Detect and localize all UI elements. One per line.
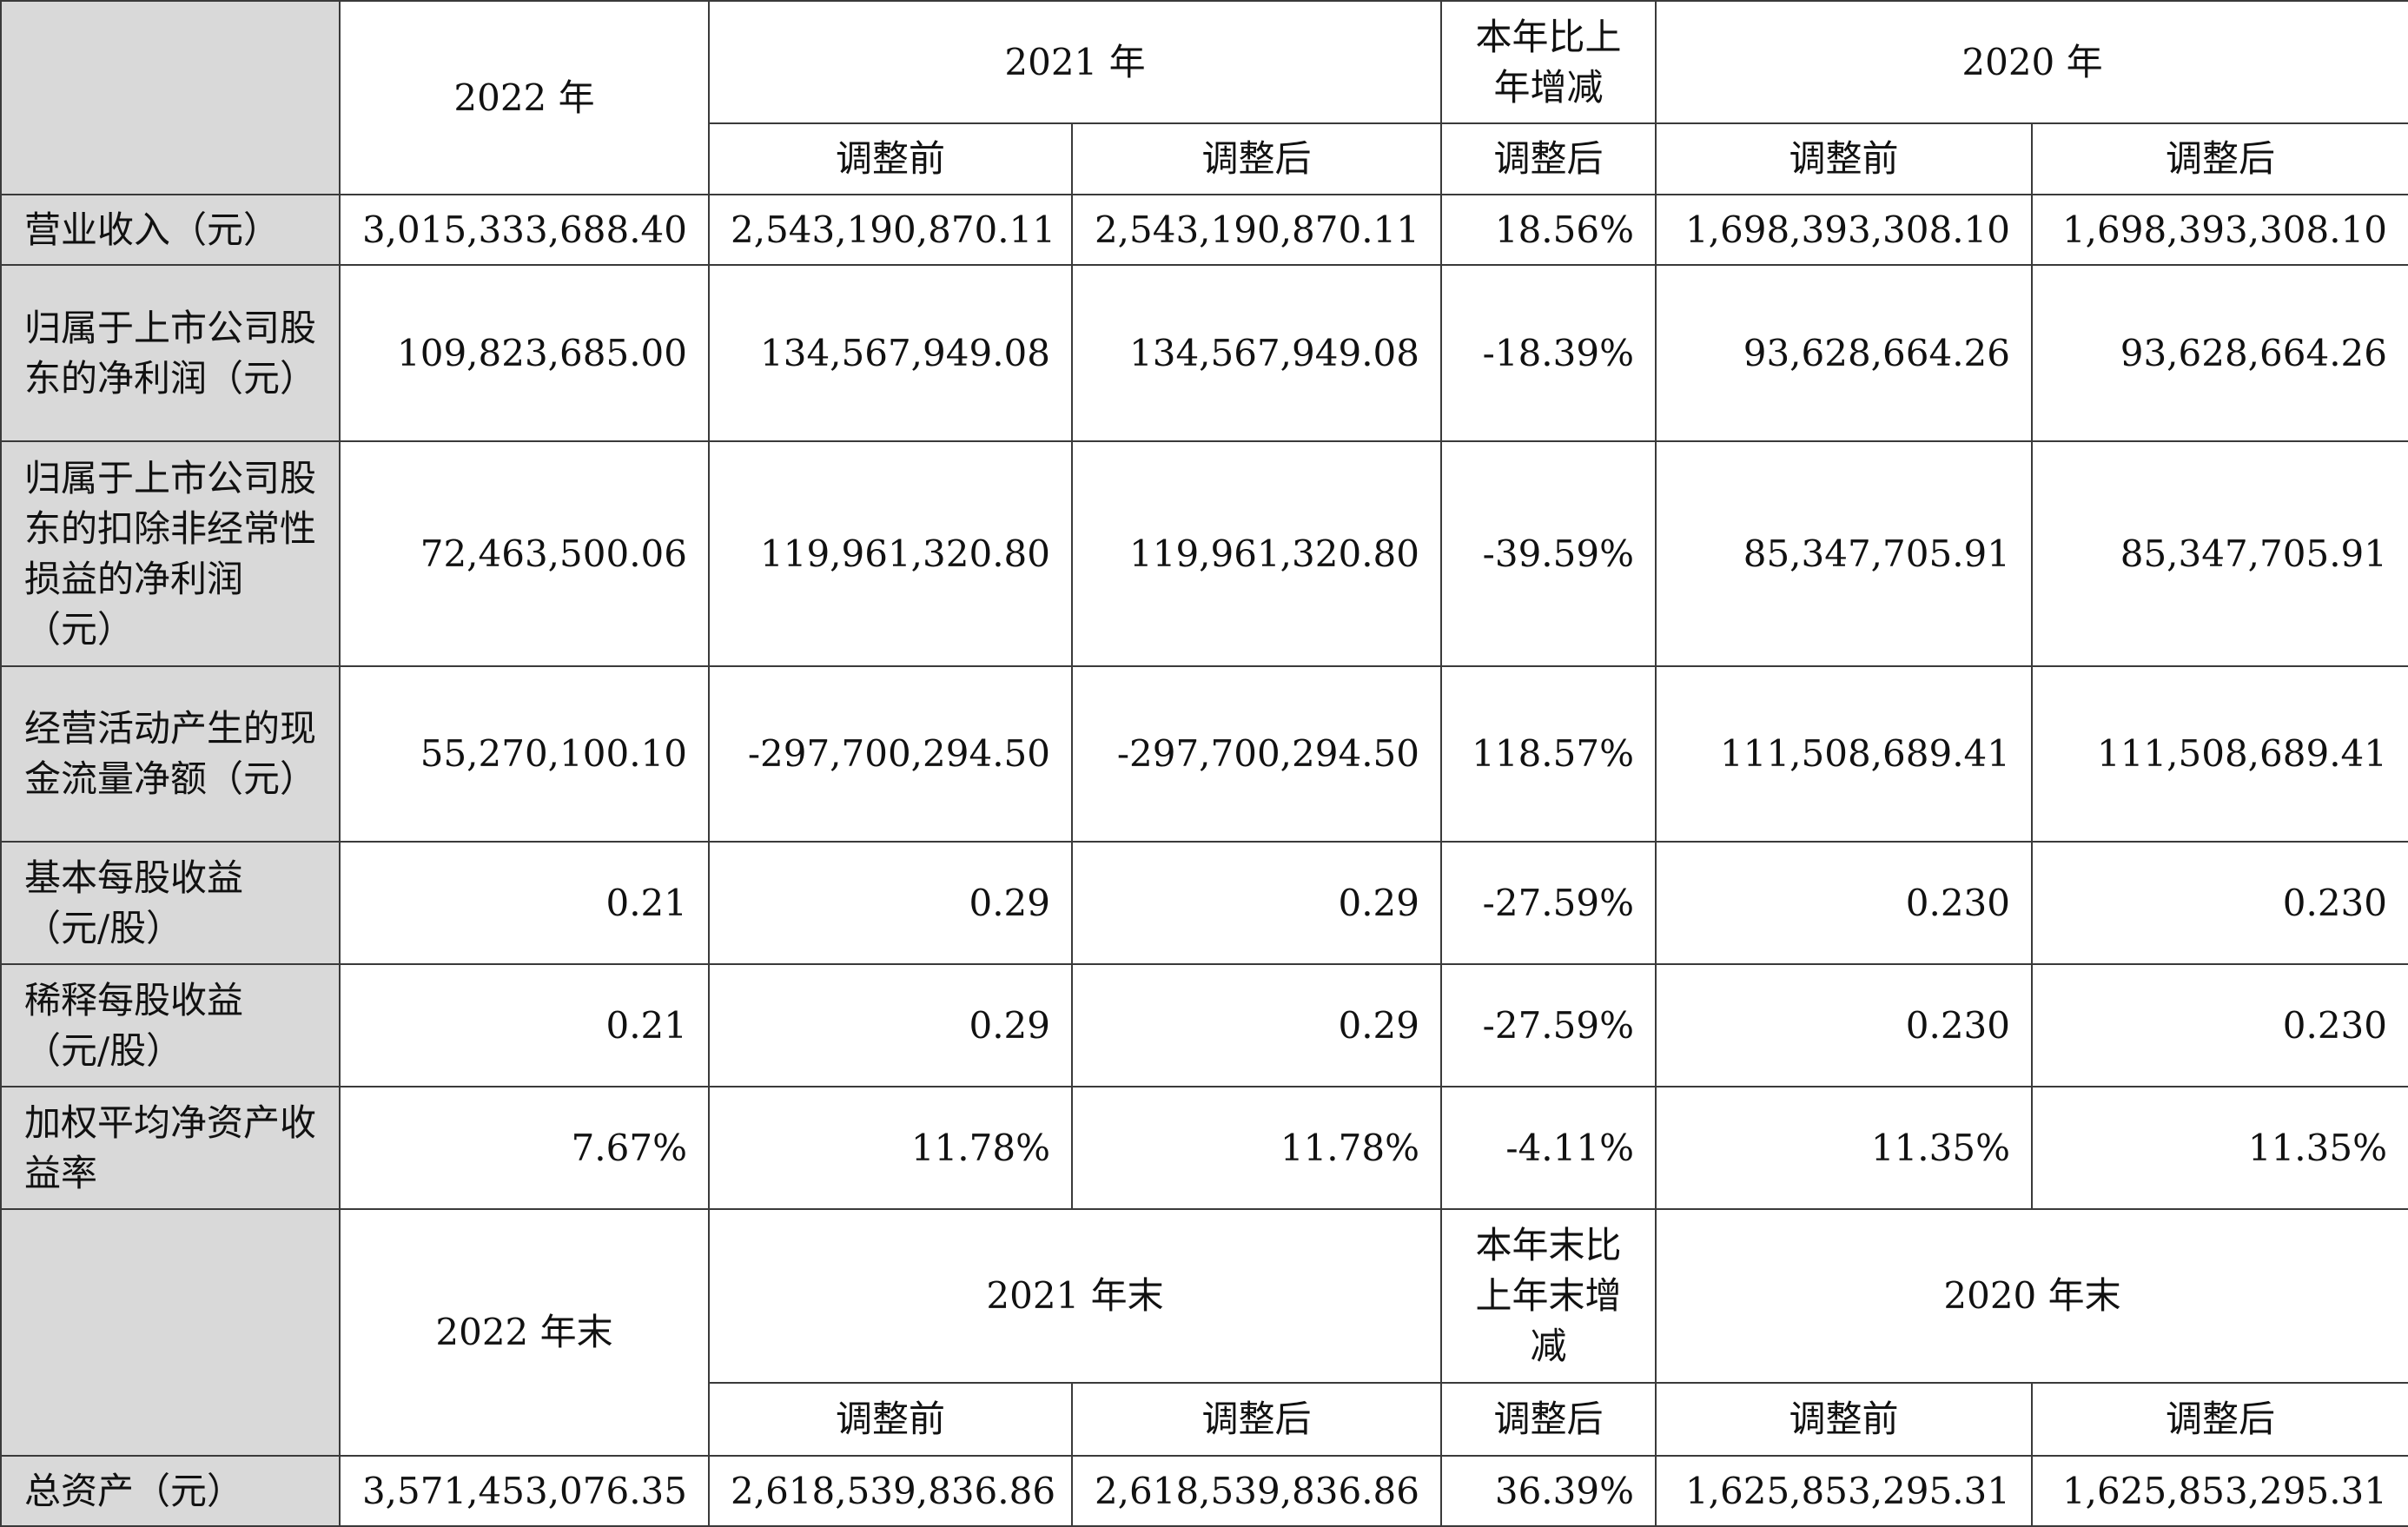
cell-2020-before: 85,347,705.91 <box>1655 440 2033 667</box>
header-2021-before: 调整前 <box>708 1382 1073 1457</box>
cell-2021-after: 2,543,190,870.11 <box>1071 194 1442 266</box>
header-2020-before: 调整前 <box>1655 1382 2033 1457</box>
cell-2022: 109,823,685.00 <box>339 264 710 442</box>
cell-2020-before: 1,625,853,295.31 <box>1655 1455 2033 1527</box>
row-label: 经营活动产生的现金流量净额（元） <box>0 665 341 843</box>
table-row-diluted-eps: 稀释每股收益（元/股） 0.21 0.29 0.29 -27.59% 0.230… <box>0 963 2408 1087</box>
cell-change: 36.39% <box>1440 1455 1657 1527</box>
header-2021-after: 调整后 <box>1071 1382 1442 1457</box>
cell-2021-before: -297,700,294.50 <box>708 665 1073 843</box>
cell-2021-before: 0.29 <box>708 841 1073 965</box>
cell-2021-after: 0.29 <box>1071 963 1442 1087</box>
table-row-net-profit: 归属于上市公司股东的净利润（元） 109,823,685.00 134,567,… <box>0 264 2408 442</box>
header-2020-after: 调整后 <box>2031 122 2408 195</box>
cell-2021-after: 119,961,320.80 <box>1071 440 1442 667</box>
cell-2020-before: 93,628,664.26 <box>1655 264 2033 442</box>
cell-2020-before: 1,698,393,308.10 <box>1655 194 2033 266</box>
cell-change: 18.56% <box>1440 194 1657 266</box>
cell-2021-after: 2,618,539,836.86 <box>1071 1455 1442 1527</box>
header-year-2022: 2022 年 <box>339 0 710 195</box>
header-2020-before: 调整前 <box>1655 122 2033 195</box>
cell-change: 118.57% <box>1440 665 1657 843</box>
cell-2020-after: 0.230 <box>2031 963 2408 1087</box>
cell-2020-after: 111,508,689.41 <box>2031 665 2408 843</box>
header-yearend-2021: 2021 年末 <box>708 1208 1442 1384</box>
header-change: 本年比上年增减 <box>1440 0 1657 124</box>
header-row-2: 调整前 调整后 调整后 调整前 调整后 <box>1 122 2408 195</box>
header-2020-after: 调整后 <box>2031 1382 2408 1457</box>
cell-2021-before: 2,618,539,836.86 <box>708 1455 1073 1527</box>
row-label: 稀释每股收益（元/股） <box>0 963 341 1087</box>
row-label: 归属于上市公司股东的扣除非经常性损益的净利润（元） <box>0 440 341 667</box>
cell-2021-after: 11.78% <box>1071 1086 1442 1210</box>
cell-change: -18.39% <box>1440 264 1657 442</box>
row-label: 总资产（元） <box>0 1455 341 1527</box>
row-label: 归属于上市公司股东的净利润（元） <box>0 264 341 442</box>
cell-change: -4.11% <box>1440 1086 1657 1210</box>
header-row-1: 2022 年 2021 年 本年比上年增减 2020 年 <box>0 0 2408 195</box>
table-row-net-profit-excl: 归属于上市公司股东的扣除非经常性损益的净利润（元） 72,463,500.06 … <box>0 440 2408 667</box>
cell-2022: 3,571,453,076.35 <box>339 1455 710 1527</box>
cell-2021-after: 0.29 <box>1071 841 1442 965</box>
header-corner-cell <box>0 0 341 195</box>
row-label: 加权平均净资产收益率 <box>0 1086 341 1210</box>
cell-2021-before: 2,543,190,870.11 <box>708 194 1073 266</box>
header-yearend-2020: 2020 年末 <box>1655 1208 2408 1384</box>
row-label: 营业收入（元） <box>0 194 341 266</box>
cell-2020-after: 85,347,705.91 <box>2031 440 2408 667</box>
cell-2020-before: 0.230 <box>1655 963 2033 1087</box>
cell-2022: 72,463,500.06 <box>339 440 710 667</box>
row-label: 基本每股收益（元/股） <box>0 841 341 965</box>
cell-2020-after: 93,628,664.26 <box>2031 264 2408 442</box>
header-year-2021: 2021 年 <box>708 0 1442 124</box>
cell-2022: 0.21 <box>339 841 710 965</box>
table-row-basic-eps: 基本每股收益（元/股） 0.21 0.29 0.29 -27.59% 0.230… <box>0 841 2408 965</box>
cell-2021-before: 0.29 <box>708 963 1073 1087</box>
header-2021-before: 调整前 <box>708 122 1073 195</box>
cell-2020-after: 1,625,853,295.31 <box>2031 1455 2408 1527</box>
cell-change: -27.59% <box>1440 841 1657 965</box>
cell-2021-before: 134,567,949.08 <box>708 264 1073 442</box>
cell-2022: 7.67% <box>339 1086 710 1210</box>
cell-2022: 3,015,333,688.40 <box>339 194 710 266</box>
table-row-operating-cashflow: 经营活动产生的现金流量净额（元） 55,270,100.10 -297,700,… <box>0 665 2408 843</box>
cell-2020-after: 11.35% <box>2031 1086 2408 1210</box>
cell-2020-before: 0.230 <box>1655 841 2033 965</box>
header-row-4: 调整前 调整后 调整后 调整前 调整后 <box>1 1382 2408 1457</box>
cell-2021-after: 134,567,949.08 <box>1071 264 1442 442</box>
cell-2021-before: 11.78% <box>708 1086 1073 1210</box>
cell-2022: 55,270,100.10 <box>339 665 710 843</box>
cell-2021-after: -297,700,294.50 <box>1071 665 1442 843</box>
cell-2022: 0.21 <box>339 963 710 1087</box>
header-year-2020: 2020 年 <box>1655 0 2408 124</box>
header-corner-cell-2 <box>0 1208 341 1457</box>
header-2021-after: 调整后 <box>1071 122 1442 195</box>
cell-2020-before: 11.35% <box>1655 1086 2033 1210</box>
header-change-after: 调整后 <box>1440 1382 1657 1457</box>
header-change-after: 调整后 <box>1440 122 1657 195</box>
cell-change: -27.59% <box>1440 963 1657 1087</box>
cell-change: -39.59% <box>1440 440 1657 667</box>
table-row-total-assets: 总资产（元） 3,571,453,076.35 2,618,539,836.86… <box>0 1455 2408 1527</box>
cell-2021-before: 119,961,320.80 <box>708 440 1073 667</box>
header-yearend-change: 本年末比上年末增减 <box>1440 1208 1657 1384</box>
header-yearend-2022: 2022 年末 <box>339 1208 710 1457</box>
cell-2020-after: 1,698,393,308.10 <box>2031 194 2408 266</box>
cell-2020-before: 111,508,689.41 <box>1655 665 2033 843</box>
table-row-roe: 加权平均净资产收益率 7.67% 11.78% 11.78% -4.11% 11… <box>0 1086 2408 1210</box>
table-row-revenue: 营业收入（元） 3,015,333,688.40 2,543,190,870.1… <box>0 194 2408 266</box>
cell-2020-after: 0.230 <box>2031 841 2408 965</box>
header-row-3: 2022 年末 2021 年末 本年末比上年末增减 2020 年末 <box>0 1208 2408 1457</box>
